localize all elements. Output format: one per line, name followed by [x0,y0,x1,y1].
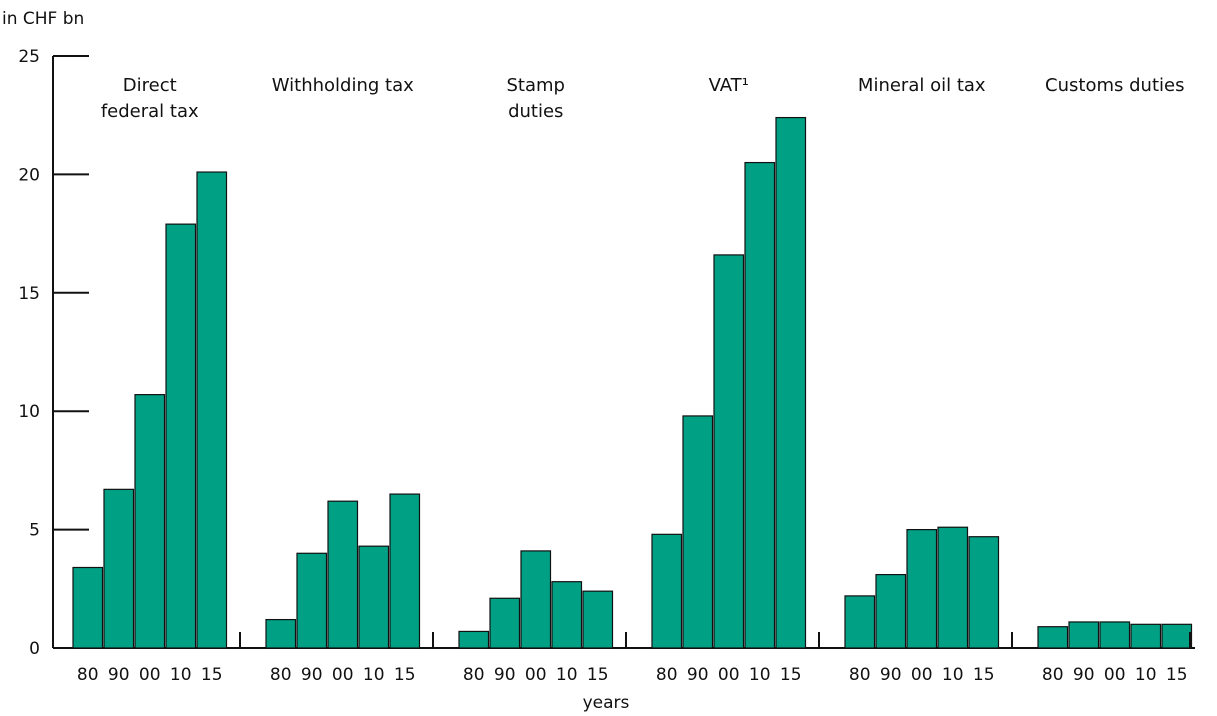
bar-0-4 [196,171,228,649]
bar-2-0 [458,630,490,649]
y-tick-label-5: 25 [18,47,40,67]
group-label-0-1: federal tax [101,101,199,122]
x-tick-label-4-4: 15 [973,665,995,685]
bar-0-1 [103,488,135,649]
y-tick-label-2: 10 [18,402,40,422]
x-tick-label-3-4: 15 [780,665,802,685]
x-tick-label-5-1: 90 [1073,665,1095,685]
bar-1-1 [296,552,328,649]
x-tick-label-4-1: 90 [880,665,902,685]
bar-1-3 [358,545,390,649]
x-tick-label-1-1: 90 [301,665,323,685]
y-axis-label: in CHF bn [2,9,84,29]
x-tick-label-3-2: 00 [718,665,740,685]
y-tick-label-1: 5 [29,521,40,541]
bar-0-3 [165,223,197,649]
group-label-3-0: VAT¹ [709,75,749,96]
x-tick-label-0-4: 15 [201,665,223,685]
bar-0-2 [134,394,166,649]
bar-4-0 [844,595,876,649]
group-label-2-1: duties [508,101,563,122]
x-tick-label-4-3: 10 [942,665,964,685]
x-tick-label-5-4: 15 [1166,665,1188,685]
x-tick-label-0-1: 90 [108,665,130,685]
bar-0-0 [72,566,104,649]
x-tick-label-5-0: 80 [1042,665,1064,685]
x-axis-label: years [583,693,630,713]
x-tick-label-0-2: 00 [139,665,161,685]
bar-5-3 [1130,623,1162,649]
x-tick-label-4-0: 80 [849,665,871,685]
x-tick-label-2-1: 90 [494,665,516,685]
bar-3-3 [744,161,776,649]
bar-3-1 [682,415,714,649]
x-tick-label-2-4: 15 [587,665,609,685]
bar-2-1 [489,597,521,649]
bar-3-0 [651,533,683,649]
group-label-4-0: Mineral oil tax [858,75,986,96]
x-tick-label-2-3: 10 [556,665,578,685]
x-tick-label-5-3: 10 [1135,665,1157,685]
x-tick-label-1-3: 10 [363,665,385,685]
x-tick-label-3-0: 80 [656,665,678,685]
bar-5-2 [1099,621,1131,649]
plot-area: 0 5 10 15 20 25 80 90 00 10 15 Direct federal tax 80 9… [18,47,1195,685]
bar-1-4 [389,493,421,649]
x-tick-label-3-1: 90 [687,665,709,685]
x-tick-label-4-2: 00 [911,665,933,685]
x-tick-label-5-2: 00 [1104,665,1126,685]
x-tick-label-2-0: 80 [463,665,485,685]
bar-1-2 [327,500,359,649]
bar-5-4 [1161,623,1193,649]
bar-4-2 [906,528,938,649]
bar-5-0 [1037,626,1069,649]
y-tick-label-3: 15 [18,284,40,304]
bar-2-4 [582,590,614,649]
x-tick-label-1-0: 80 [270,665,292,685]
bar-2-3 [551,581,583,649]
bar-4-3 [937,526,969,649]
bar-2-2 [520,550,552,649]
x-tick-label-0-0: 80 [77,665,99,685]
group-label-2-0: Stamp [507,75,565,96]
group-label-1-0: Withholding tax [272,75,414,96]
bar-3-2 [713,254,745,649]
x-tick-label-1-2: 00 [332,665,354,685]
x-tick-label-3-3: 10 [749,665,771,685]
bar-1-0 [265,618,297,649]
x-tick-label-0-3: 10 [170,665,192,685]
bar-4-4 [968,536,1000,649]
y-tick-label-0: 0 [29,639,40,659]
bar-4-1 [875,573,907,649]
bar-5-1 [1068,621,1100,649]
y-tick-label-4: 20 [18,165,40,185]
x-tick-label-1-4: 15 [394,665,416,685]
group-label-5-0: Customs duties [1045,75,1184,96]
bar-3-4 [775,116,807,649]
group-label-0-0: Direct [123,75,177,96]
x-tick-label-2-2: 00 [525,665,547,685]
